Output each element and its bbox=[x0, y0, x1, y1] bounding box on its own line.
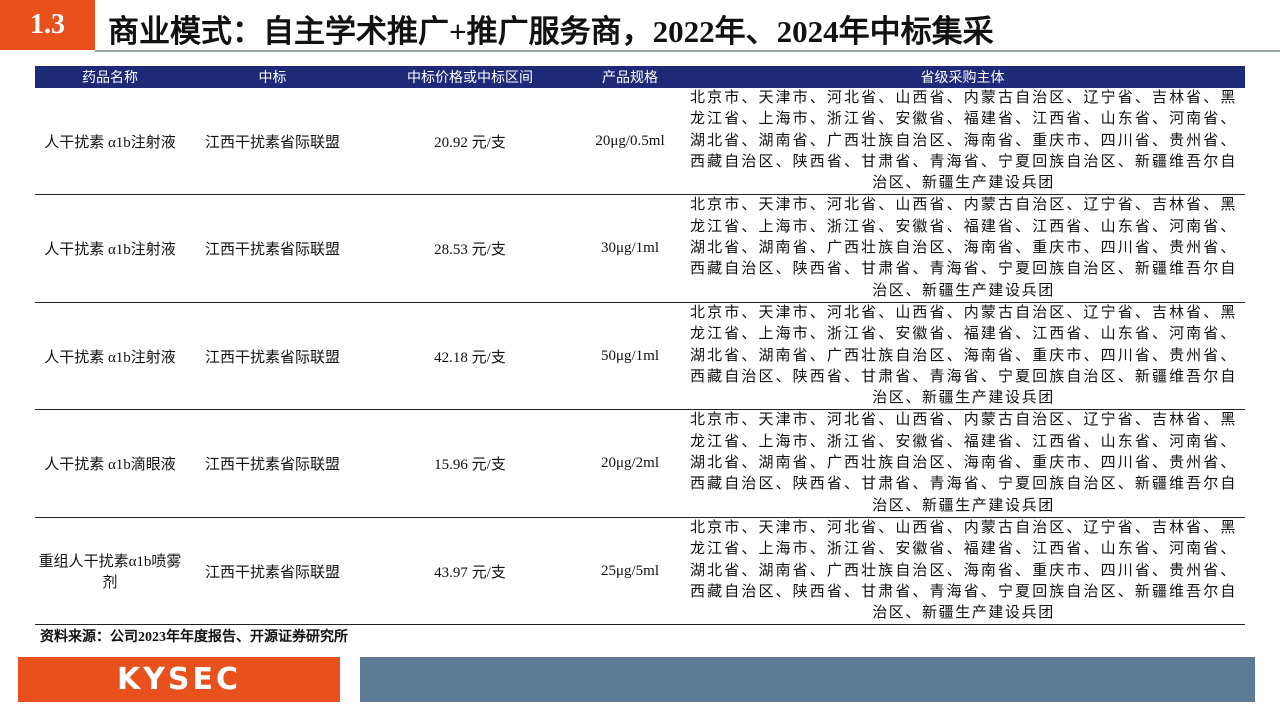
table-cell: 人干扰素 α1b注射液 bbox=[35, 194, 185, 303]
table-cell: 北京市、天津市、河北省、山西省、内蒙古自治区、辽宁省、吉林省、黑龙江省、上海市、… bbox=[680, 517, 1245, 626]
table-cell: 重组人干扰素α1b喷雾剂 bbox=[35, 517, 185, 626]
table-cell: 人干扰素 α1b滴眼液 bbox=[35, 409, 185, 518]
table-cell: 北京市、天津市、河北省、山西省、内蒙古自治区、辽宁省、吉林省、黑龙江省、上海市、… bbox=[680, 409, 1245, 518]
header-row: 药品名称 中标 中标价格或中标区间 产品规格 省级采购主体 bbox=[35, 66, 1245, 88]
table-cell: 北京市、天津市、河北省、山西省、内蒙古自治区、辽宁省、吉林省、黑龙江省、上海市、… bbox=[680, 302, 1245, 411]
table-row: 人干扰素 α1b注射液 江西干扰素省际联盟 42.18 元/支 50μg/1ml 北京市… bbox=[35, 302, 1245, 411]
table-cell: 江西干扰素省际联盟 bbox=[185, 88, 360, 196]
column-header: 药品名称 bbox=[35, 66, 185, 88]
table-cell: 人干扰素 α1b注射液 bbox=[35, 302, 185, 411]
column-header: 中标 bbox=[185, 66, 360, 88]
table-cell: 20μg/0.5ml bbox=[580, 88, 680, 196]
section-number: 1.3 bbox=[0, 0, 95, 50]
source-note: 资料来源：公司2023年年度报告、开源证券研究所 bbox=[40, 630, 348, 645]
column-header: 产品规格 bbox=[580, 66, 680, 88]
table-cell: 50μg/1ml bbox=[580, 302, 680, 411]
title: 商业模式：自主学术推广+推广服务商，2022年、2024年中标集采 bbox=[108, 14, 994, 49]
table-cell: 人干扰素 α1b注射液 bbox=[35, 88, 185, 196]
table-cell: 北京市、天津市、河北省、山西省、内蒙古自治区、辽宁省、吉林省、黑龙江省、上海市、… bbox=[680, 88, 1245, 196]
table-cell: 15.96 元/支 bbox=[360, 409, 580, 518]
table-cell: 28.53 元/支 bbox=[360, 194, 580, 303]
table-cell: 20.92 元/支 bbox=[360, 88, 580, 196]
logo: KYSEC bbox=[18, 657, 340, 702]
table: 药品名称 中标 中标价格或中标区间 产品规格 省级采购主体 人干扰素 α1b注射液 江西干… bbox=[35, 66, 1245, 626]
table-row: 人干扰素 α1b注射液 江西干扰素省际联盟 28.53 元/支 30μg/1ml 北京市… bbox=[35, 194, 1245, 303]
table-cell: 江西干扰素省际联盟 bbox=[185, 517, 360, 626]
table-row: 人干扰素 α1b滴眼液 江西干扰素省际联盟 15.96 元/支 20μg/2ml 北京市… bbox=[35, 409, 1245, 518]
table-cell: 25μg/5ml bbox=[580, 517, 680, 626]
table-cell: 江西干扰素省际联盟 bbox=[185, 409, 360, 518]
table-cell: 江西干扰素省际联盟 bbox=[185, 302, 360, 411]
table-body: 人干扰素 α1b注射液 江西干扰素省际联盟 20.92 元/支 20μg/0.5ml 北… bbox=[35, 88, 1245, 626]
table-row: 人干扰素 α1b注射液 江西干扰素省际联盟 20.92 元/支 20μg/0.5ml 北… bbox=[35, 88, 1245, 196]
table-cell: 江西干扰素省际联盟 bbox=[185, 194, 360, 303]
table-cell: 20μg/2ml bbox=[580, 409, 680, 518]
footer-bar bbox=[360, 657, 1255, 702]
table-cell: 43.97 元/支 bbox=[360, 517, 580, 626]
table-cell: 42.18 元/支 bbox=[360, 302, 580, 411]
table-cell: 北京市、天津市、河北省、山西省、内蒙古自治区、辽宁省、吉林省、黑龙江省、上海市、… bbox=[680, 194, 1245, 303]
header-rule bbox=[95, 50, 1280, 52]
column-header: 中标价格或中标区间 bbox=[360, 66, 580, 88]
table-cell: 30μg/1ml bbox=[580, 194, 680, 303]
column-header: 省级采购主体 bbox=[680, 66, 1245, 88]
table-row: 重组人干扰素α1b喷雾剂 江西干扰素省际联盟 43.97 元/支 25μg/5ml 北京… bbox=[35, 517, 1245, 626]
